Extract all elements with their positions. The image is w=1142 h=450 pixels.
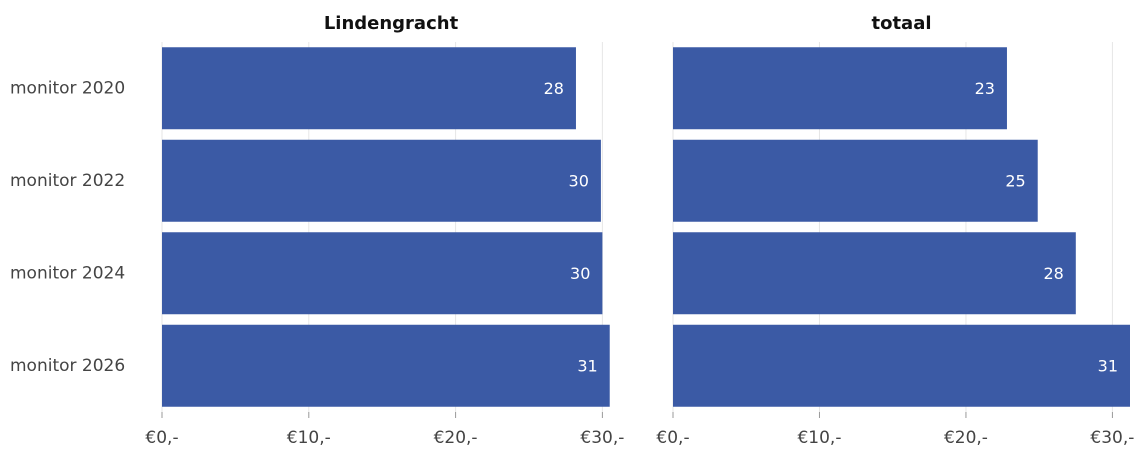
x-tick-label: €10,- (287, 428, 331, 446)
value-label: 23 (975, 79, 995, 98)
value-label: 28 (544, 79, 564, 98)
bar (673, 47, 1007, 130)
y-tick-label: monitor 2024 (10, 263, 125, 283)
value-label: 30 (570, 264, 590, 283)
x-tick-label: €20,- (434, 428, 478, 446)
bar (162, 47, 576, 130)
x-tick-label: €20,- (944, 428, 988, 446)
y-tick-label: monitor 2026 (10, 356, 125, 376)
panel-title: totaal (871, 13, 931, 34)
y-tick-label: monitor 2020 (10, 78, 125, 98)
bar (162, 324, 610, 407)
x-tick-label: €0,- (656, 428, 689, 446)
value-label: 28 (1043, 264, 1063, 283)
bar (673, 324, 1130, 407)
value-label: 31 (577, 356, 597, 375)
value-label: 25 (1005, 171, 1025, 190)
bar (162, 139, 601, 222)
bar (673, 139, 1038, 222)
x-tick-label: €10,- (797, 428, 841, 446)
x-tick-label: €0,- (145, 428, 178, 446)
x-tick-label: €30,- (1090, 428, 1134, 446)
x-tick-label: €30,- (580, 428, 624, 446)
y-tick-label: monitor 2022 (10, 171, 125, 191)
value-label: 30 (569, 171, 589, 190)
bar (673, 232, 1076, 315)
panel-title: Lindengracht (324, 13, 459, 34)
bar (162, 232, 603, 315)
value-label: 31 (1098, 356, 1118, 375)
